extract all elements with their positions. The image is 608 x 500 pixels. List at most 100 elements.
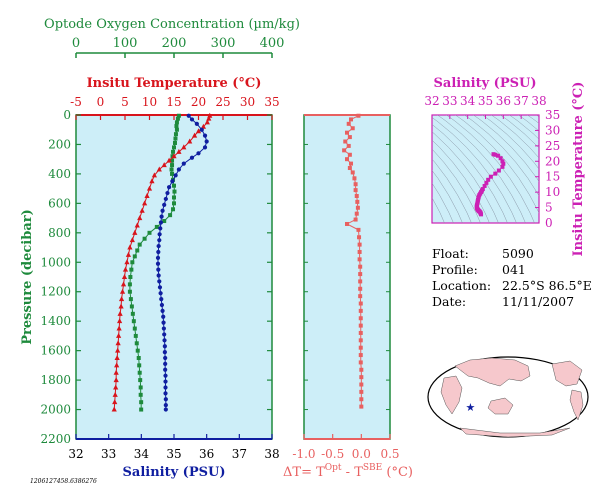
ts-temperature-axis-title: Insitu Temperature (°C)	[571, 82, 586, 257]
salinity-point	[173, 173, 178, 178]
temperature-point	[114, 355, 120, 360]
temperature-point	[149, 178, 155, 184]
delta-panel: -1.0 -0.5 0.0 0.5 ΔT= TOpt - TSBE (°C)	[283, 113, 413, 480]
oxygen-point	[127, 289, 132, 294]
temperature-point	[113, 384, 119, 390]
temperature-point	[122, 266, 129, 272]
salinity-point	[156, 249, 161, 255]
ts-point	[495, 153, 500, 158]
salinity-profile-line	[157, 115, 208, 410]
oxygen-point	[172, 140, 177, 145]
ts-point	[482, 183, 487, 188]
oxygen-point	[173, 136, 178, 141]
pressure-tick-label: 200	[48, 137, 71, 151]
map-land-asia	[454, 357, 531, 387]
temperature-point	[113, 369, 119, 375]
ts-density-contour	[536, 115, 539, 117]
salinity-point	[189, 155, 195, 160]
ts-temperature-tick-label: 35	[545, 108, 560, 122]
delta-point	[358, 345, 363, 350]
ts-panel: Salinity (PSU) 32 33 34 35 36 37 3805101520253…	[424, 76, 586, 257]
pressure-tick-label: 1800	[40, 373, 71, 387]
salinity-point	[158, 291, 163, 296]
oxygen-axis-title: Optode Oxygen Concentration (µm/kg)	[44, 17, 300, 32]
temperature-point	[127, 244, 133, 250]
oxygen-point	[168, 213, 173, 218]
salinity-tick-label: 33	[101, 447, 116, 461]
temperature-point	[191, 132, 198, 138]
salinity-point	[159, 302, 165, 308]
oxygen-point	[170, 158, 175, 163]
ts-density-contour	[432, 148, 481, 223]
temperature-profile-line	[113, 115, 211, 410]
float-location-marker: ★	[465, 401, 475, 414]
salinity-point	[156, 267, 161, 272]
oxygen-point	[175, 116, 180, 121]
temperature-point	[129, 237, 135, 243]
delta-point	[347, 135, 352, 140]
salinity-tick-label: 36	[199, 447, 214, 461]
salinity-point	[161, 320, 166, 325]
oxygen-point	[131, 319, 136, 324]
date-label: Date:	[432, 294, 466, 309]
pressure-tick-label: 2200	[40, 432, 71, 446]
salinity-point	[155, 255, 161, 260]
oxygen-point	[135, 248, 140, 253]
delta-tick-label: 0.5	[380, 447, 399, 461]
ts-salinity-tick-label: 32	[424, 94, 439, 108]
delta-point	[349, 117, 354, 122]
pressure-tick-label: 1200	[40, 285, 71, 299]
oxygen-point	[138, 392, 143, 397]
salinity-point	[189, 117, 195, 122]
salinity-point	[157, 285, 163, 290]
ts-density-contour	[491, 115, 539, 159]
oxygen-point	[127, 282, 132, 287]
salinity-point	[163, 407, 168, 412]
delta-point	[358, 316, 363, 321]
delta-axis-title-sup: Opt	[325, 463, 342, 473]
temperature-tick-label: 10	[142, 95, 157, 109]
delta-plot-area	[303, 114, 391, 440]
salinity-point	[162, 202, 167, 207]
oxygen-point	[176, 113, 181, 118]
profile-marks	[111, 112, 213, 412]
oxygen-point	[172, 183, 176, 188]
delta-point	[346, 143, 351, 148]
oxygen-point	[174, 124, 179, 129]
salinity-point	[196, 151, 201, 156]
salinity-axis-title: Salinity (PSU)	[123, 465, 226, 480]
ts-salinity-tick-label: 33	[442, 94, 457, 108]
salinity-point	[156, 273, 161, 278]
oxygen-point	[137, 370, 142, 375]
oxygen-point	[171, 207, 176, 212]
temperature-point	[115, 340, 121, 346]
oxygen-point	[132, 254, 137, 259]
delta-point	[358, 294, 363, 299]
map-land-south-america	[569, 389, 584, 421]
oxygen-point	[172, 195, 176, 200]
ts-point	[493, 171, 498, 176]
salinity-point	[202, 145, 208, 150]
pressure-tick-label: 1000	[40, 255, 71, 269]
ts-point	[493, 152, 498, 157]
ts-salinity-tick-label: 38	[531, 94, 546, 108]
temperature-point	[124, 259, 130, 265]
ts-density-contour	[446, 115, 535, 223]
oxygen-tick-label: 200	[162, 36, 187, 51]
delta-point	[358, 279, 363, 284]
oxygen-point	[139, 400, 144, 405]
oxygen-tick-label: 400	[260, 36, 285, 51]
oxygen-point	[169, 167, 174, 172]
ts-salinity-tick-label: 37	[514, 94, 529, 108]
delta-point	[359, 389, 364, 394]
ts-density-contour	[464, 115, 539, 197]
float-label: Float:	[432, 246, 469, 261]
delta-point	[357, 242, 362, 247]
delta-tick-label: -0.5	[321, 447, 344, 461]
footer-id: 1206127458.6386276	[30, 478, 97, 485]
pressure-tick-label: 2000	[40, 403, 71, 417]
temperature-point	[113, 377, 119, 383]
delta-axis-title-sup: SBE	[363, 463, 382, 473]
temperature-tick-label: 15	[166, 95, 181, 109]
salinity-point	[156, 243, 161, 249]
